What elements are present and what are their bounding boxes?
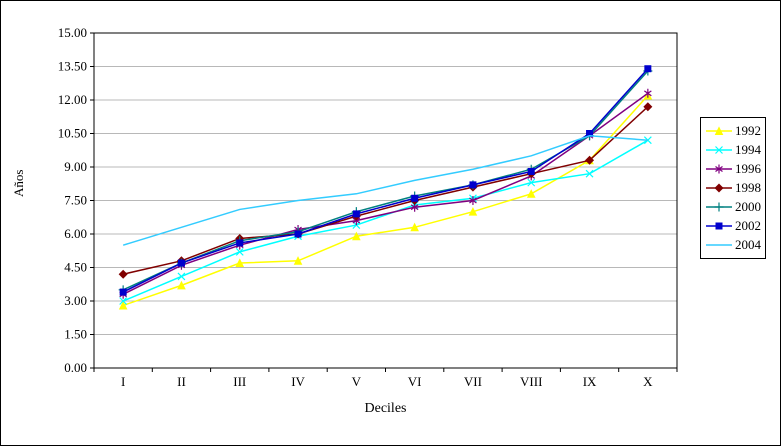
legend-line-marker-icon bbox=[706, 164, 732, 174]
series-marker-square bbox=[294, 230, 302, 238]
series-line-2004[interactable] bbox=[122, 134, 648, 246]
series-marker-x bbox=[177, 272, 186, 281]
series-line-2000[interactable] bbox=[122, 70, 649, 291]
series-marker-square bbox=[586, 130, 594, 137]
y-tick-label: 0.00 bbox=[64, 360, 87, 375]
legend-line-marker-icon bbox=[706, 202, 732, 212]
series-marker-triangle bbox=[118, 300, 128, 310]
series-marker-diamond bbox=[585, 155, 595, 165]
y-tick-label: 13.50 bbox=[58, 59, 87, 74]
y-tick-label: 12.00 bbox=[58, 92, 87, 107]
legend-label: 1992 bbox=[735, 123, 761, 138]
legend-item-1998[interactable]: 1998 bbox=[706, 180, 761, 196]
series-marker-diamond bbox=[643, 102, 653, 112]
series-line-1994[interactable] bbox=[122, 139, 649, 302]
series-marker-asterisk bbox=[644, 88, 652, 98]
legend-line-marker-icon bbox=[706, 126, 732, 135]
legend-item-2002[interactable]: 2002 bbox=[706, 218, 761, 234]
y-axis-title: Años bbox=[11, 169, 26, 197]
x-tick-label: V bbox=[352, 374, 362, 389]
series-marker-triangle bbox=[235, 258, 245, 268]
legend: 1992 1994 1996 1998 2000 2002 2004 bbox=[700, 117, 766, 259]
series-marker-square bbox=[236, 239, 244, 247]
series-marker-x bbox=[527, 178, 536, 187]
series-line-1996[interactable] bbox=[122, 92, 649, 295]
series-marker-square bbox=[119, 288, 127, 296]
series-marker-triangle bbox=[293, 256, 303, 265]
x-tick-label: VI bbox=[408, 374, 422, 389]
y-tick-label: 3.00 bbox=[64, 293, 87, 308]
series-marker-diamond bbox=[118, 269, 128, 279]
legend-item-1994[interactable]: 1994 bbox=[706, 142, 761, 158]
series-marker-plus bbox=[714, 202, 724, 212]
series-marker-diamond bbox=[714, 183, 724, 193]
series-marker-asterisk bbox=[715, 164, 723, 174]
x-tick-label: VIII bbox=[520, 374, 542, 389]
series-marker-square bbox=[411, 194, 419, 202]
x-tick-label: I bbox=[121, 374, 125, 389]
legend-item-2004[interactable]: 2004 bbox=[706, 237, 761, 253]
legend-label: 2002 bbox=[735, 218, 761, 233]
legend-label: 2000 bbox=[735, 199, 761, 214]
x-tick-label: IV bbox=[291, 374, 305, 389]
series-marker-square bbox=[352, 210, 360, 218]
y-tick-label: 6.00 bbox=[64, 226, 87, 241]
series-marker-square bbox=[644, 65, 652, 73]
series-marker-asterisk bbox=[469, 196, 477, 205]
legend-label: 2004 bbox=[735, 237, 761, 252]
series-marker-square bbox=[527, 167, 535, 175]
legend-line-marker-icon bbox=[706, 146, 732, 154]
series-line-2002[interactable] bbox=[122, 68, 649, 293]
x-axis-title: Deciles bbox=[364, 401, 407, 416]
series-marker-x bbox=[119, 297, 128, 305]
series-marker-triangle bbox=[468, 207, 478, 216]
series-marker-square bbox=[177, 259, 185, 267]
y-tick-label: 1.50 bbox=[64, 327, 87, 342]
series-marker-x bbox=[715, 146, 723, 154]
y-tick-label: 4.50 bbox=[64, 260, 87, 275]
series-marker-square bbox=[715, 222, 723, 230]
x-tick-label: II bbox=[177, 374, 186, 389]
series-line-1998[interactable] bbox=[122, 106, 649, 275]
series-marker-square bbox=[469, 181, 477, 189]
legend-label: 1994 bbox=[735, 142, 761, 157]
series-marker-x bbox=[585, 169, 594, 178]
series-marker-triangle bbox=[526, 189, 536, 198]
legend-label: 1998 bbox=[735, 180, 761, 195]
legend-line-marker-icon bbox=[706, 183, 732, 193]
series-marker-triangle bbox=[714, 126, 724, 135]
legend-item-2000[interactable]: 2000 bbox=[706, 199, 761, 215]
legend-item-1996[interactable]: 1996 bbox=[706, 161, 761, 177]
y-tick-label: 15.00 bbox=[58, 25, 87, 40]
legend-line-marker-icon bbox=[706, 244, 732, 246]
series-marker-triangle bbox=[410, 222, 419, 232]
x-tick-label: X bbox=[643, 374, 653, 389]
x-tick-label: VII bbox=[464, 374, 482, 389]
series-marker-triangle bbox=[352, 231, 361, 241]
series-marker-x bbox=[235, 247, 244, 256]
x-tick-label: III bbox=[233, 374, 246, 389]
legend-label: 1996 bbox=[735, 161, 761, 176]
y-tick-label: 10.50 bbox=[58, 126, 87, 141]
y-tick-label: 7.50 bbox=[64, 193, 87, 208]
legend-item-1992[interactable]: 1992 bbox=[706, 123, 761, 139]
series-marker-triangle bbox=[177, 280, 186, 290]
series-line-1992[interactable] bbox=[122, 95, 649, 307]
x-tick-label: IX bbox=[583, 374, 597, 389]
y-tick-label: 9.00 bbox=[64, 159, 87, 174]
legend-line-marker-icon bbox=[706, 222, 732, 230]
